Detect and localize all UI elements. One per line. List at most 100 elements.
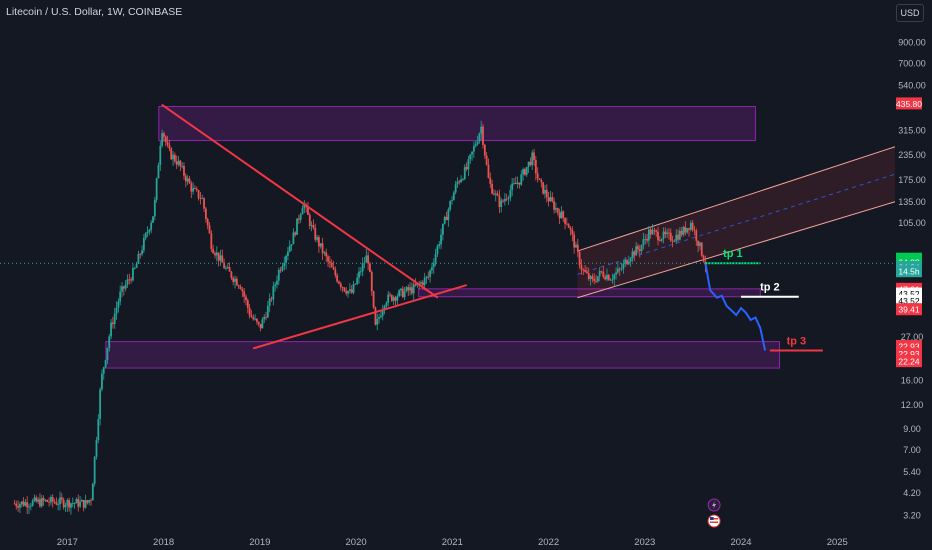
x-tick-label: 2018 bbox=[153, 537, 174, 548]
candle-body bbox=[66, 500, 69, 506]
y-tick-label: 5.40 bbox=[903, 467, 921, 477]
candle-body bbox=[77, 499, 80, 507]
candle-body bbox=[443, 216, 446, 224]
candle-body bbox=[688, 228, 690, 230]
candle-body bbox=[642, 239, 645, 246]
candle-body bbox=[529, 161, 532, 166]
candle-body bbox=[39, 499, 41, 507]
candle-body bbox=[336, 275, 339, 282]
candle-body bbox=[578, 251, 581, 265]
candle-body bbox=[478, 133, 481, 142]
flag-canton bbox=[710, 517, 714, 520]
candle-body bbox=[294, 232, 297, 235]
candle-body bbox=[536, 173, 539, 179]
candle-body bbox=[622, 263, 625, 269]
candle-body bbox=[520, 174, 523, 185]
y-tick-label: 7.00 bbox=[903, 445, 921, 455]
candle-body bbox=[618, 268, 621, 270]
candle-body bbox=[678, 230, 681, 240]
target-label-3: tp 3 bbox=[787, 336, 807, 348]
candle-body bbox=[553, 201, 555, 210]
candle-body bbox=[35, 497, 38, 502]
candle-body bbox=[60, 497, 63, 500]
candle-body bbox=[576, 244, 579, 252]
y-tick-label: 9.00 bbox=[903, 424, 921, 434]
candle-body bbox=[102, 367, 105, 374]
candle-body bbox=[297, 218, 300, 220]
x-tick-label: 2024 bbox=[730, 537, 751, 548]
candle-body bbox=[228, 267, 231, 272]
candle-body bbox=[214, 253, 216, 256]
candle-body bbox=[600, 271, 603, 272]
candle-body bbox=[219, 255, 222, 261]
candle-body bbox=[314, 228, 317, 240]
candle-body bbox=[427, 276, 430, 278]
candle-body bbox=[469, 154, 472, 160]
candle-body bbox=[496, 193, 499, 196]
candle-body bbox=[542, 182, 545, 194]
candle-body bbox=[124, 284, 127, 289]
candle-body bbox=[341, 287, 344, 288]
candle-body bbox=[292, 232, 295, 245]
candle-body bbox=[184, 175, 187, 182]
candle-body bbox=[389, 294, 391, 296]
candle-body bbox=[153, 199, 156, 217]
candle-body bbox=[358, 271, 360, 278]
currency-button[interactable]: USD bbox=[896, 4, 924, 22]
candle-body bbox=[51, 497, 54, 502]
candle-body bbox=[447, 209, 450, 221]
candle-body bbox=[555, 208, 557, 210]
candle-body bbox=[617, 268, 619, 273]
candle-body bbox=[540, 179, 543, 183]
candle-body bbox=[403, 291, 406, 298]
candle-body bbox=[157, 165, 160, 179]
candle-body bbox=[593, 278, 596, 281]
candle-body bbox=[232, 277, 235, 282]
candle-body bbox=[531, 152, 534, 166]
candle-body bbox=[465, 167, 468, 170]
candle-body bbox=[432, 263, 435, 268]
candle-body bbox=[534, 159, 537, 174]
candle-body bbox=[308, 214, 311, 226]
candle-body bbox=[148, 229, 151, 232]
candle-body bbox=[347, 290, 349, 294]
candle-body bbox=[653, 229, 656, 231]
candle-body bbox=[330, 263, 333, 268]
candle-body bbox=[525, 166, 528, 175]
y-tick-label: 12.00 bbox=[901, 400, 924, 410]
candle-body bbox=[237, 285, 240, 287]
target-label-2: tp 2 bbox=[760, 282, 780, 294]
candle-body bbox=[487, 164, 490, 178]
candle-body bbox=[511, 183, 514, 191]
y-tick-label: 540.00 bbox=[898, 80, 926, 90]
candle-body bbox=[71, 503, 74, 504]
candle-body bbox=[172, 154, 174, 160]
candle-body bbox=[226, 267, 229, 269]
candle-body bbox=[589, 276, 592, 280]
channel-upper-line bbox=[577, 146, 896, 252]
price-badge bbox=[896, 303, 922, 316]
candle-body bbox=[259, 323, 262, 329]
candle-body bbox=[316, 237, 318, 240]
candle-body bbox=[276, 280, 278, 285]
candle-body bbox=[379, 315, 382, 318]
candle-body bbox=[378, 317, 380, 319]
candle-body bbox=[62, 499, 65, 508]
candle-body bbox=[270, 298, 273, 300]
candle-body bbox=[130, 279, 133, 281]
candle-body bbox=[518, 182, 521, 185]
candle-body bbox=[210, 233, 213, 249]
ascending-trendline bbox=[252, 284, 468, 350]
y-tick-label: 3.20 bbox=[903, 511, 921, 521]
candle-body bbox=[613, 274, 616, 280]
candle-body bbox=[609, 280, 612, 281]
candle-body bbox=[325, 252, 328, 257]
candle-body bbox=[649, 229, 652, 235]
candle-body bbox=[197, 190, 200, 199]
candle-body bbox=[666, 232, 669, 235]
descending-trendline bbox=[161, 103, 439, 299]
candle-body bbox=[580, 264, 583, 270]
candle-body bbox=[498, 195, 501, 208]
candle-body bbox=[441, 223, 444, 235]
